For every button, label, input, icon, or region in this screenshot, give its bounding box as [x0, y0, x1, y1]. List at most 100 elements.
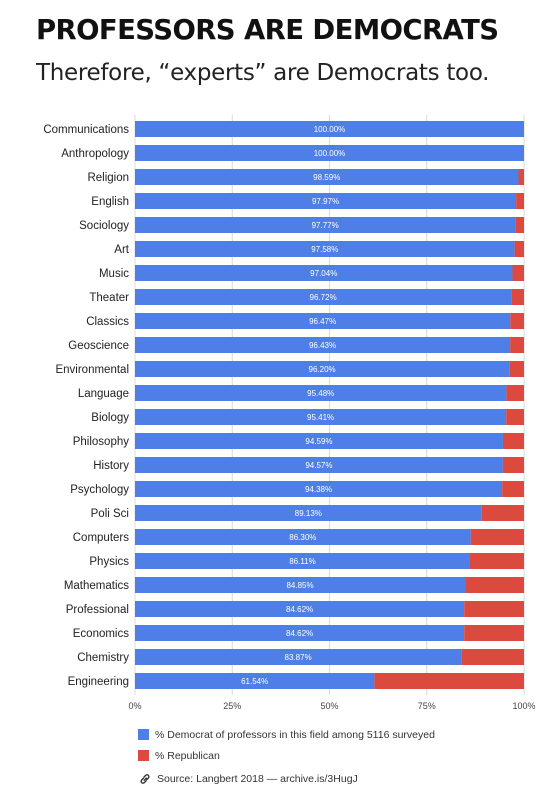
bar-democrat	[135, 673, 375, 689]
link-icon	[140, 773, 150, 784]
bar-democrat	[135, 481, 503, 497]
data-label: 97.58%	[311, 245, 338, 254]
data-label: 84.62%	[286, 629, 313, 638]
data-label: 94.38%	[305, 485, 332, 494]
y-category-label: Economics	[73, 628, 129, 640]
data-label: 98.59%	[313, 173, 340, 182]
y-category-label: Theater	[89, 292, 129, 304]
bar-republican	[510, 337, 524, 353]
bar-democrat	[135, 529, 471, 545]
bar-democrat	[135, 337, 511, 353]
data-label: 100.00%	[314, 125, 346, 134]
bar-republican	[464, 601, 524, 617]
legend-label-democrat: % Democrat of professors in this field a…	[155, 728, 435, 741]
source-note: Source: Langbert 2018 — archive.is/3HugJ	[138, 770, 435, 787]
y-category-label: Music	[99, 268, 129, 280]
bar-democrat	[135, 121, 524, 137]
x-tick-label: 0%	[128, 701, 141, 711]
y-category-label: English	[91, 196, 129, 208]
bar-republican	[506, 409, 524, 425]
y-category-label: Mathematics	[64, 580, 129, 592]
y-category-label: Engineering	[68, 676, 129, 688]
bar-democrat	[135, 625, 465, 641]
data-label: 94.57%	[305, 461, 332, 470]
data-label: 95.41%	[307, 413, 334, 422]
bar-democrat	[135, 265, 513, 281]
bar-democrat	[135, 385, 507, 401]
data-label: 96.72%	[310, 293, 337, 302]
y-category-label: Language	[78, 388, 129, 400]
bar-republican	[502, 457, 524, 473]
bar-democrat	[135, 505, 482, 521]
bar-democrat	[135, 313, 511, 329]
bar-republican	[516, 193, 524, 209]
bar-republican	[506, 385, 524, 401]
y-category-label: Biology	[91, 412, 129, 424]
y-category-label: Anthropology	[61, 148, 129, 160]
bar-democrat	[135, 241, 515, 257]
data-label: 100.00%	[314, 149, 346, 158]
bar-democrat	[135, 217, 516, 233]
bar-republican	[469, 553, 524, 569]
y-category-label: Religion	[87, 172, 129, 184]
bar-republican	[502, 481, 524, 497]
bar-democrat	[135, 193, 517, 209]
data-label: 84.85%	[286, 581, 313, 590]
data-label: 96.43%	[309, 341, 336, 350]
y-category-label: Professional	[66, 604, 129, 616]
bar-democrat	[135, 457, 503, 473]
y-category-label: Psychology	[70, 484, 129, 496]
bar-democrat	[135, 553, 470, 569]
bar-democrat	[135, 361, 510, 377]
data-label: 86.30%	[289, 533, 316, 542]
bar-democrat	[135, 289, 512, 305]
bar-republican	[514, 241, 524, 257]
source-text: Source: Langbert 2018 — archive.is/3HugJ	[157, 772, 358, 785]
y-category-label: Poli Sci	[91, 508, 129, 520]
data-label: 86.11%	[289, 557, 316, 566]
bar-republican	[465, 577, 524, 593]
bar-republican	[518, 169, 524, 185]
bar-democrat	[135, 169, 519, 185]
data-label: 94.59%	[305, 437, 332, 446]
x-tick-label: 50%	[320, 701, 338, 711]
bar-republican	[470, 529, 524, 545]
bar-democrat	[135, 433, 503, 449]
y-category-label: Environmental	[55, 364, 129, 376]
bar-democrat	[135, 409, 507, 425]
chart-subtitle: Therefore, “experts” are Democrats too.	[36, 60, 490, 86]
data-label: 97.97%	[312, 197, 339, 206]
legend: % Democrat of professors in this field a…	[138, 726, 435, 787]
y-category-label: Classics	[86, 316, 129, 328]
bar-republican	[481, 505, 524, 521]
y-category-label: History	[93, 460, 129, 472]
data-label: 96.20%	[309, 365, 336, 374]
data-label: 84.62%	[286, 605, 313, 614]
bar-republican	[510, 313, 524, 329]
bar-republican	[502, 433, 524, 449]
data-label: 83.87%	[285, 653, 312, 662]
bar-democrat	[135, 145, 524, 161]
legend-swatch-democrat	[138, 729, 149, 740]
bar-republican	[511, 289, 524, 305]
bar-republican	[509, 361, 524, 377]
legend-item-republican: % Republican	[138, 747, 435, 764]
chart-title: PROFESSORS ARE DEMOCRATS	[36, 14, 499, 46]
y-category-label: Computers	[73, 532, 129, 544]
data-label: 61.54%	[241, 677, 268, 686]
data-label: 97.77%	[312, 221, 339, 230]
y-category-label: Art	[114, 244, 130, 256]
bar-democrat	[135, 601, 465, 617]
x-tick-label: 75%	[418, 701, 436, 711]
bar-republican	[374, 673, 524, 689]
y-category-label: Physics	[89, 556, 129, 568]
y-category-label: Communications	[43, 124, 129, 136]
x-tick-label: 100%	[512, 701, 535, 711]
bar-republican	[512, 265, 524, 281]
legend-swatch-republican	[138, 750, 149, 761]
y-category-label: Sociology	[79, 220, 129, 232]
bar-republican	[515, 217, 524, 233]
data-label: 97.04%	[310, 269, 337, 278]
y-category-label: Geoscience	[68, 340, 129, 352]
x-tick-label: 25%	[223, 701, 241, 711]
